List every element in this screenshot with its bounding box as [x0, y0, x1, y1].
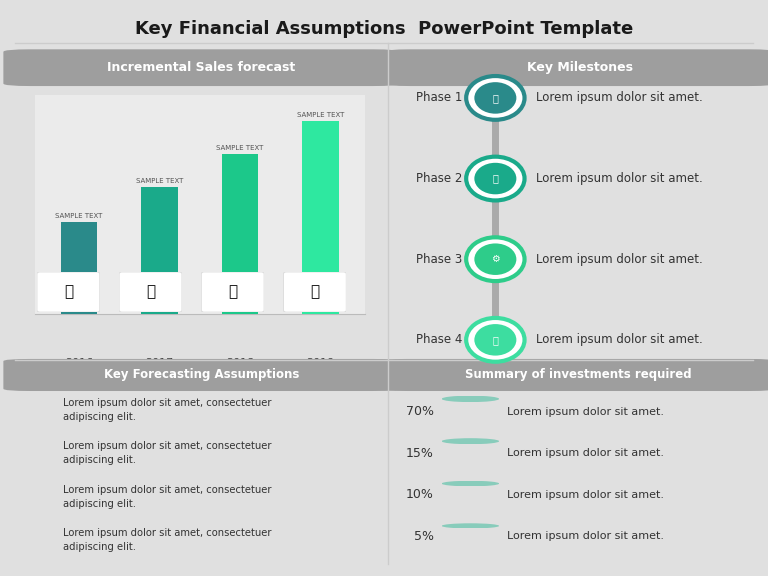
- FancyBboxPatch shape: [119, 272, 182, 312]
- Text: SAMPLE TEXT: SAMPLE TEXT: [136, 177, 183, 184]
- Text: 🤝: 🤝: [492, 93, 498, 103]
- Text: 📈: 📈: [492, 173, 498, 184]
- Bar: [303, 122, 339, 314]
- Text: Lorem ipsum dolor sit amet.: Lorem ipsum dolor sit amet.: [507, 490, 664, 500]
- Text: 10%: 10%: [406, 488, 434, 501]
- Text: Lorem ipsum dolor sit amet.: Lorem ipsum dolor sit amet.: [536, 172, 703, 185]
- Text: Summary of investments required: Summary of investments required: [465, 369, 691, 381]
- Text: Lorem ipsum dolor sit amet, consectetuer
adipiscing elit.: Lorem ipsum dolor sit amet, consectetuer…: [63, 484, 271, 509]
- Text: ⚙: ⚙: [491, 254, 500, 264]
- FancyBboxPatch shape: [384, 50, 768, 86]
- Text: SAMPLE TEXT: SAMPLE TEXT: [296, 112, 344, 118]
- Ellipse shape: [442, 438, 499, 444]
- Text: 💼: 💼: [146, 285, 155, 300]
- Text: Lorem ipsum dolor sit amet, consectetuer
adipiscing elit.: Lorem ipsum dolor sit amet, consectetuer…: [63, 398, 271, 422]
- Ellipse shape: [442, 481, 499, 486]
- Text: Lorem ipsum dolor sit amet.: Lorem ipsum dolor sit amet.: [507, 407, 664, 417]
- Ellipse shape: [442, 396, 499, 402]
- Text: 🪙: 🪙: [228, 285, 237, 300]
- Text: Phase 1: Phase 1: [416, 92, 462, 104]
- FancyBboxPatch shape: [201, 272, 264, 312]
- Text: Lorem ipsum dolor sit amet.: Lorem ipsum dolor sit amet.: [536, 92, 703, 104]
- Text: 5%: 5%: [414, 530, 434, 543]
- Text: SAMPLE TEXT: SAMPLE TEXT: [55, 213, 103, 219]
- Text: Phase 2: Phase 2: [416, 172, 462, 185]
- Text: 70%: 70%: [406, 406, 434, 418]
- FancyBboxPatch shape: [283, 272, 346, 312]
- Ellipse shape: [442, 523, 499, 529]
- Text: Incremental Sales forecast: Incremental Sales forecast: [108, 61, 296, 74]
- FancyBboxPatch shape: [3, 359, 400, 391]
- Text: 💵: 💵: [310, 285, 319, 300]
- Bar: [61, 222, 97, 314]
- Text: 15%: 15%: [406, 447, 434, 460]
- Text: 💡: 💡: [492, 335, 498, 345]
- FancyBboxPatch shape: [3, 50, 400, 86]
- Text: Lorem ipsum dolor sit amet.: Lorem ipsum dolor sit amet.: [536, 334, 703, 346]
- Text: SAMPLE TEXT: SAMPLE TEXT: [217, 145, 263, 151]
- Text: 🤝: 🤝: [64, 285, 73, 300]
- Text: Phase 4: Phase 4: [416, 334, 462, 346]
- Text: Key Milestones: Key Milestones: [527, 61, 633, 74]
- Bar: [141, 187, 177, 314]
- Text: Lorem ipsum dolor sit amet.: Lorem ipsum dolor sit amet.: [536, 253, 703, 266]
- Text: Lorem ipsum dolor sit amet, consectetuer
adipiscing elit.: Lorem ipsum dolor sit amet, consectetuer…: [63, 441, 271, 465]
- FancyBboxPatch shape: [379, 359, 768, 391]
- Bar: [222, 154, 258, 314]
- Text: Lorem ipsum dolor sit amet.: Lorem ipsum dolor sit amet.: [507, 448, 664, 458]
- FancyBboxPatch shape: [37, 272, 100, 312]
- Text: Phase 3: Phase 3: [416, 253, 462, 266]
- Text: Lorem ipsum dolor sit amet, consectetuer
adipiscing elit.: Lorem ipsum dolor sit amet, consectetuer…: [63, 528, 271, 552]
- Text: Key Financial Assumptions  PowerPoint Template: Key Financial Assumptions PowerPoint Tem…: [135, 20, 633, 38]
- Text: Lorem ipsum dolor sit amet.: Lorem ipsum dolor sit amet.: [507, 531, 664, 541]
- Text: Key Forecasting Assumptions: Key Forecasting Assumptions: [104, 369, 300, 381]
